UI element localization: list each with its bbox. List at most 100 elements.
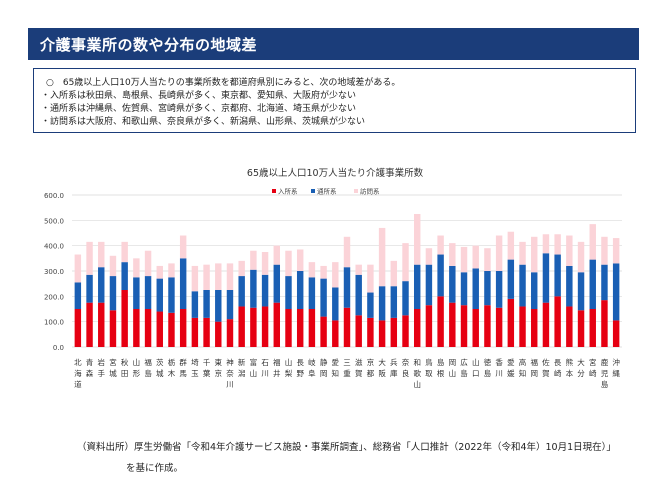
bar-segment xyxy=(238,260,245,277)
bar-segment xyxy=(86,274,93,303)
bar-segment xyxy=(285,250,292,277)
bar-segment xyxy=(133,277,140,309)
bar-segment xyxy=(215,321,222,347)
bar-segment xyxy=(203,290,210,318)
bar-segment xyxy=(542,234,550,254)
bar-segment xyxy=(589,309,596,347)
x-tick-label: 愛知 xyxy=(332,357,340,378)
bar-segment xyxy=(531,309,538,347)
bar-segment xyxy=(390,317,398,347)
bar-segment xyxy=(413,309,421,347)
bar-segment xyxy=(449,265,456,303)
x-tick-label: 長崎 xyxy=(554,358,562,378)
bar-segment xyxy=(144,276,152,309)
bar-segment xyxy=(191,291,199,318)
bar-segment xyxy=(437,235,444,255)
bar-segment xyxy=(425,305,433,347)
bar-segment xyxy=(355,264,362,275)
summary-line: ・訪問系は大阪府、和歌山県、奈良県が多く、新潟県、山形県、茨城県が少ない xyxy=(41,117,366,127)
stacked-bar-chart: 65歳以上人口10万人当たり介護事業所数 入所系 通所系 訪問系 0.0 100.0 2… xyxy=(44,167,622,389)
bar-segment xyxy=(226,290,234,320)
bar-segment xyxy=(261,274,269,307)
bar-segment xyxy=(425,248,433,265)
y-tick-label: 300.0 xyxy=(44,268,64,276)
x-tick-label: 奈良 xyxy=(402,357,410,378)
bar-segment xyxy=(519,264,526,307)
x-tick-label: 石川 xyxy=(261,358,269,378)
x-tick-label: 沖縄 xyxy=(612,357,620,378)
bar-segment xyxy=(203,317,210,347)
bar-segment xyxy=(589,224,596,260)
y-axis: 0.0 100.0 200.0 300.0 400.0 500.0 600.0 xyxy=(44,192,64,352)
bar-segment xyxy=(168,277,175,313)
bar-segment xyxy=(261,252,269,275)
bar-segment xyxy=(203,264,210,290)
bar-segment xyxy=(472,309,479,347)
bar-segment xyxy=(133,258,140,278)
x-tick-label: 栃木 xyxy=(168,357,176,378)
x-tick-label: 福島 xyxy=(144,358,152,378)
bar-segment xyxy=(472,245,479,269)
bar-segment xyxy=(320,278,327,317)
bar-segment xyxy=(320,265,327,279)
bar-segment xyxy=(542,253,550,303)
bar-segment xyxy=(507,259,515,299)
bar-segment xyxy=(531,272,538,309)
bar-segment xyxy=(390,260,398,287)
bar-segment xyxy=(449,302,456,347)
bar-segment xyxy=(86,241,93,275)
bar-segment xyxy=(542,302,550,347)
bar-segment xyxy=(109,310,117,347)
bar-segment xyxy=(484,271,491,306)
legend-swatch xyxy=(272,189,276,193)
bar-segment xyxy=(507,231,515,260)
chart-legend: 入所系 通所系 訪問系 xyxy=(272,187,380,196)
bar-segment xyxy=(332,287,339,321)
x-tick-label: 宮城 xyxy=(109,357,117,378)
bar-segment xyxy=(355,315,362,347)
y-tick-label: 200.0 xyxy=(44,293,64,301)
x-tick-label: 新潟 xyxy=(238,357,246,378)
x-tick-label: 茨城 xyxy=(156,357,164,378)
source-note-continued: を基に作成。 xyxy=(126,463,184,474)
bar-segment xyxy=(343,307,351,347)
x-tick-label: 北海道 xyxy=(74,358,82,389)
x-tick-label: 福井 xyxy=(273,358,281,378)
bar-segment xyxy=(109,255,117,277)
y-tick-label: 600.0 xyxy=(44,192,64,200)
bar-segment xyxy=(577,272,585,311)
bar-segment xyxy=(109,276,117,311)
bar-segment xyxy=(566,235,573,266)
bar-segment xyxy=(507,298,515,347)
x-tick-label: 広島 xyxy=(460,357,468,378)
bar-segment xyxy=(332,262,339,288)
legend-label: 訪問系 xyxy=(360,187,380,196)
bar-segment xyxy=(472,268,479,309)
x-tick-label: 秋田 xyxy=(121,357,129,378)
y-tick-label: 0.0 xyxy=(53,344,64,352)
legend-label: 通所系 xyxy=(317,187,337,196)
page-title: 介護事業所の数や分布の地域差 xyxy=(40,36,258,54)
bar-segment xyxy=(296,309,304,347)
x-tick-label: 和歌山 xyxy=(413,358,421,389)
bar-segment xyxy=(531,236,538,273)
x-tick-label: 岡山 xyxy=(449,358,457,378)
bar-segment xyxy=(296,271,304,309)
x-tick-label: 香川 xyxy=(495,357,503,378)
bar-segment xyxy=(554,254,561,297)
chart-title: 65歳以上人口10万人当たり介護事業所数 xyxy=(247,167,424,179)
x-tick-label: 東京 xyxy=(215,357,223,378)
bar-segment xyxy=(98,267,105,303)
y-tick-label: 500.0 xyxy=(44,217,64,225)
bar-segment xyxy=(285,276,292,309)
bar-segment xyxy=(74,309,82,347)
bar-segment xyxy=(320,316,327,347)
summary-line: ○ 65歳以上人口10万人当たりの事業所数を都道府県別にみると、次の地域差がある… xyxy=(46,78,401,88)
bar-segment xyxy=(238,306,245,347)
bar-segment xyxy=(238,276,245,307)
bar-segment xyxy=(460,305,468,347)
x-tick-label: 京都 xyxy=(367,357,375,378)
x-tick-label: 群馬 xyxy=(179,357,187,378)
bar-segment xyxy=(168,312,175,347)
bar-segment xyxy=(519,306,526,347)
